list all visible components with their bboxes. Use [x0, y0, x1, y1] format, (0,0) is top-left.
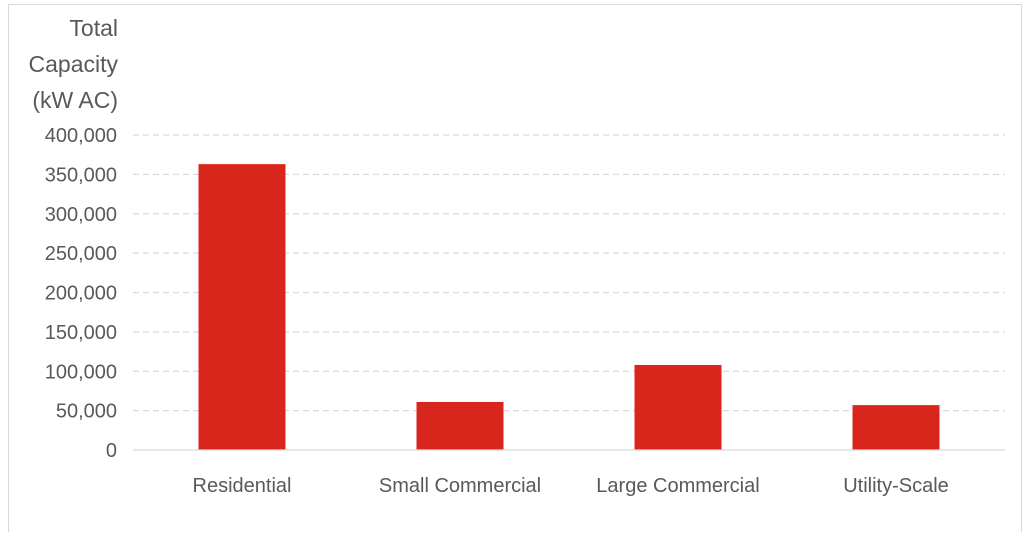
- bars: [198, 164, 940, 450]
- category-label: Utility-Scale: [843, 475, 949, 497]
- y-tick-label: 200,000: [45, 283, 117, 305]
- y-axis-title-line-2: Capacity: [29, 51, 119, 77]
- y-tick-label: 100,000: [45, 361, 117, 383]
- y-axis-title-line-1: Total: [69, 15, 118, 41]
- category-label: Large Commercial: [596, 475, 759, 497]
- bar-utility-scale: [852, 405, 940, 450]
- y-axis-title-line-3: (kW AC): [32, 87, 118, 113]
- y-tick-label: 400,000: [45, 125, 117, 147]
- y-tick-label: 300,000: [45, 204, 117, 226]
- category-label: Small Commercial: [379, 475, 541, 497]
- y-axis-title: Total Capacity (kW AC): [29, 15, 119, 113]
- bar-small-commercial: [416, 401, 504, 450]
- y-tick-label: 0: [106, 440, 117, 462]
- y-tick-label: 350,000: [45, 164, 117, 186]
- bar-large-commercial: [634, 364, 722, 450]
- y-tick-label: 150,000: [45, 322, 117, 344]
- y-tick-label: 50,000: [56, 401, 117, 423]
- y-axis-ticks: 0 50,000 100,000 150,000 200,000 250,000 300,0…: [45, 125, 117, 462]
- y-tick-label: 250,000: [45, 243, 117, 265]
- category-labels: Residential Small Commercial Large Commerc…: [193, 475, 949, 497]
- category-label: Residential: [193, 475, 292, 497]
- chart-frame: [8, 4, 1022, 532]
- bar-residential: [198, 164, 286, 450]
